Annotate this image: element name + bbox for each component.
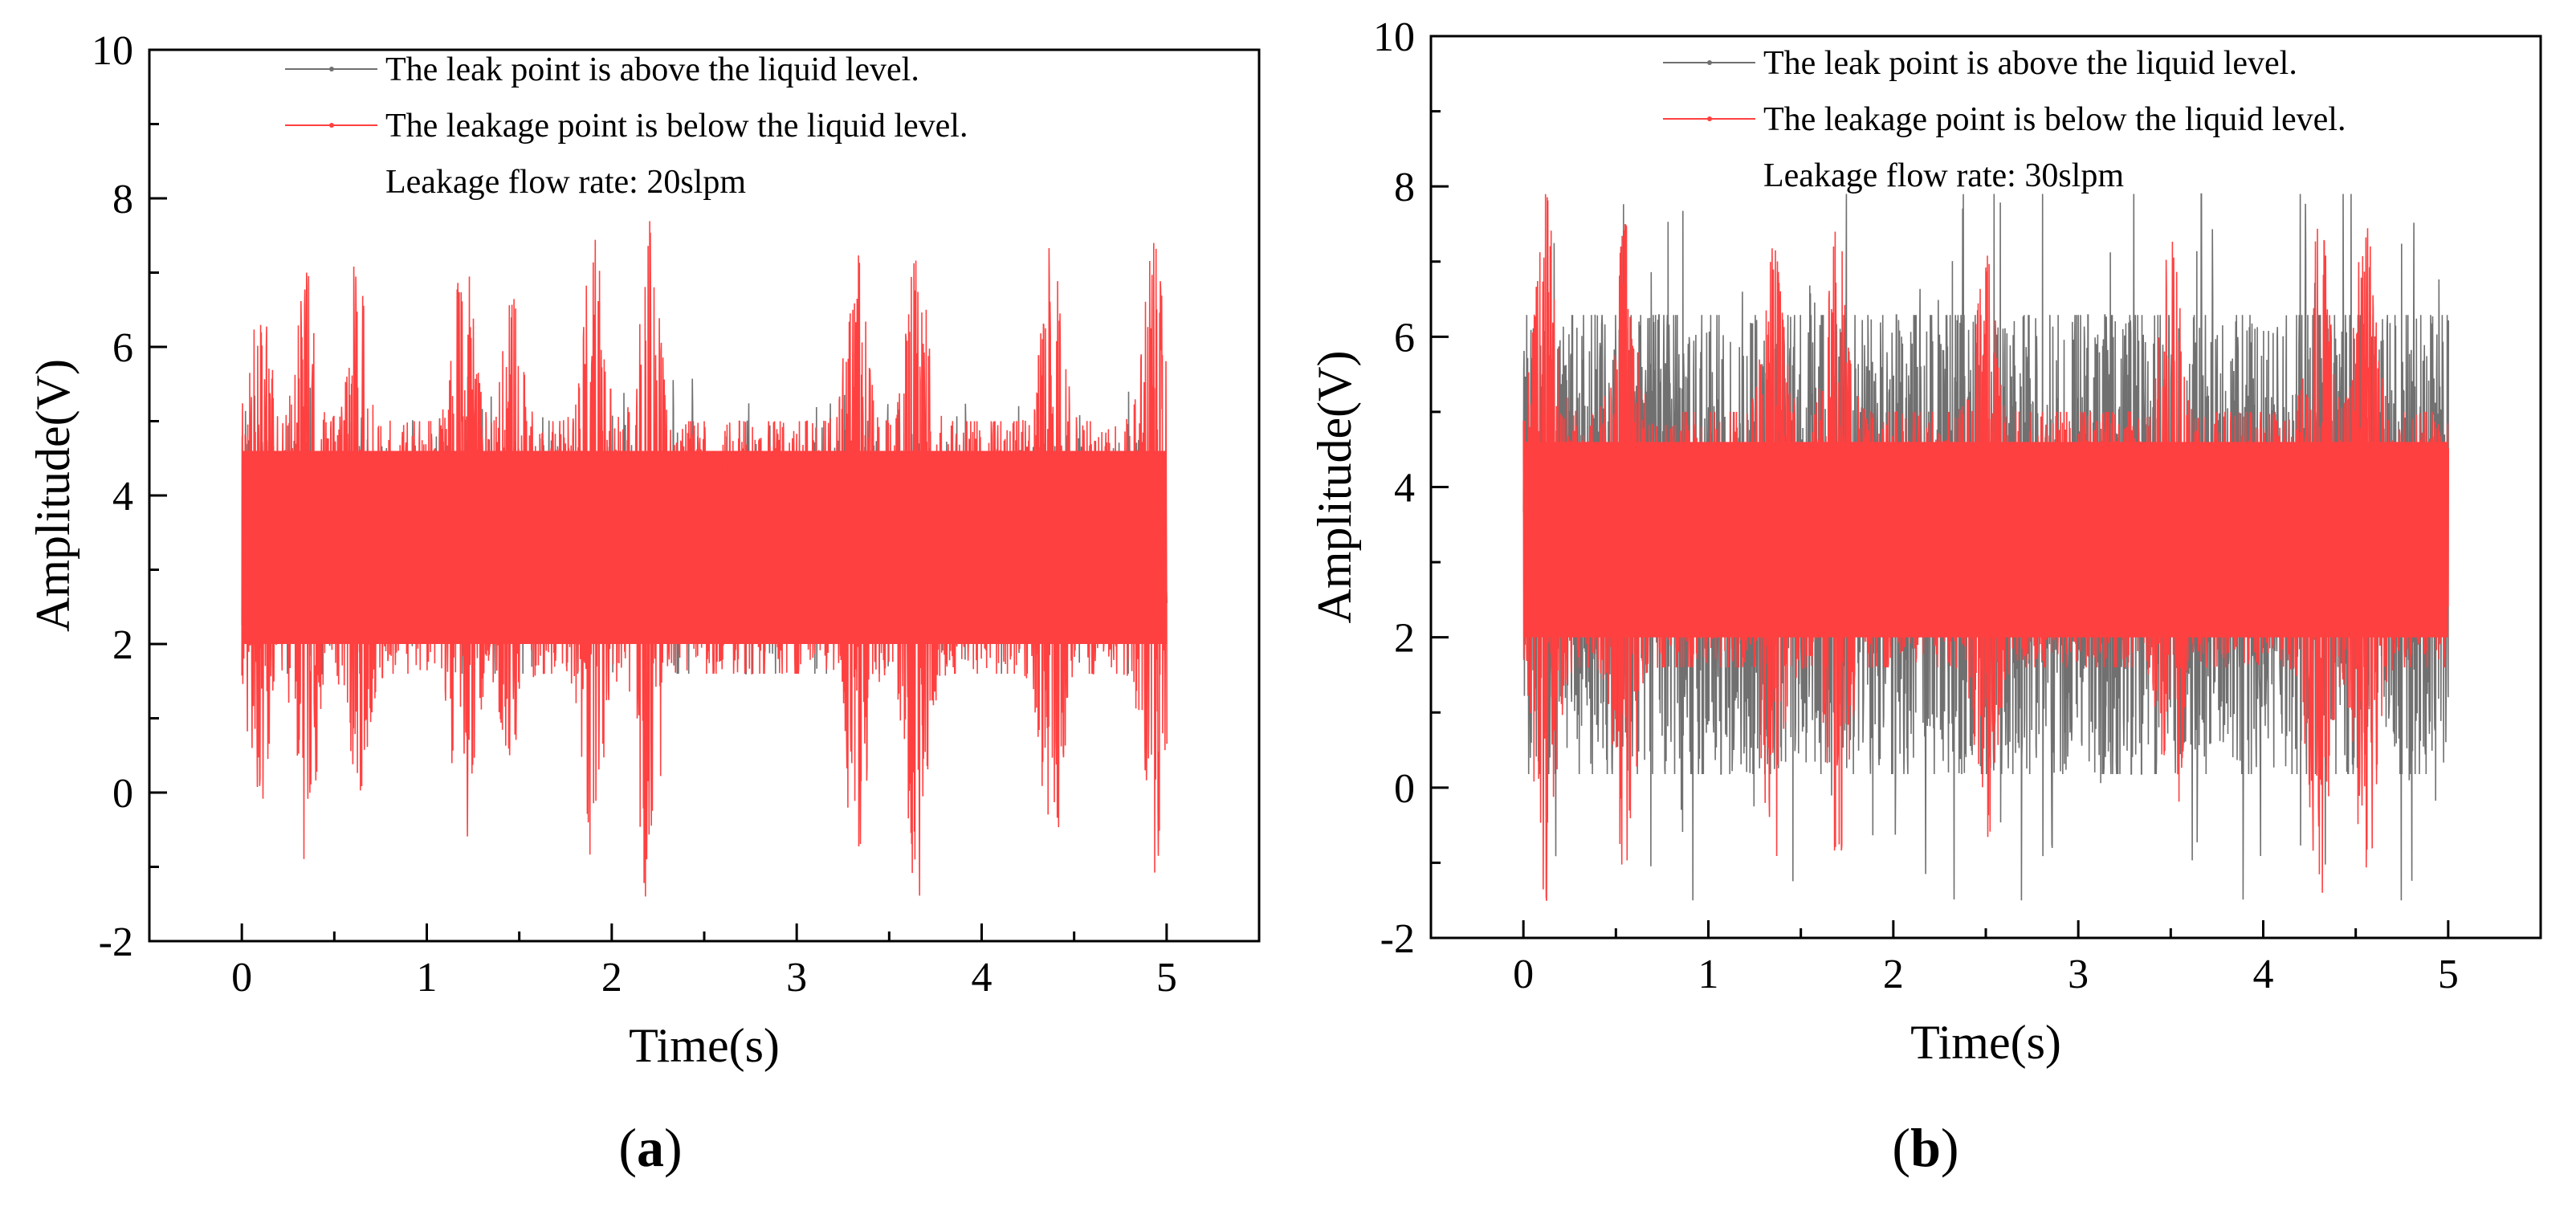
y-tick-label: 8 [112, 177, 133, 222]
legend-entry: The leak point is above the liquid level… [385, 51, 919, 88]
series-line-below [1522, 194, 2449, 901]
panel-b: 0 1 2 3 4 5 -2 0 2 4 6 8 10 Time(s) Amplitude(V) The le… [1308, 14, 2542, 1178]
x-tick-label: 3 [786, 955, 807, 1001]
y-tick-label: 10 [1373, 14, 1415, 60]
x-axis-title: Time(s) [1910, 1016, 2061, 1069]
x-tick-label: 4 [2253, 952, 2274, 997]
plot-area [1522, 193, 2449, 901]
x-tick-label: 3 [2068, 952, 2089, 997]
x-tick-label: 1 [1698, 952, 1719, 997]
legend-entry: The leakage point is below the liquid le… [385, 108, 968, 145]
y-tick-label: 2 [1394, 616, 1415, 662]
y-tick-label: 2 [112, 622, 133, 668]
panel-label: (a) [618, 1117, 682, 1178]
y-tick-label: 6 [1394, 315, 1415, 361]
x-tick-label: 4 [972, 955, 992, 1001]
legend: The leak point is above the liquid level… [1663, 45, 2346, 194]
y-tick-label: -2 [1380, 916, 1415, 962]
panel-label: (b) [1892, 1117, 1958, 1178]
x-tick-label: 5 [1156, 955, 1177, 1001]
x-tick-label: 5 [2438, 952, 2459, 997]
x-tick-label: 0 [231, 955, 252, 1001]
legend-entry: The leak point is above the liquid level… [1763, 45, 2297, 82]
plot-area [241, 221, 1168, 897]
y-tick-label: 4 [1394, 466, 1415, 512]
x-axis-title: Time(s) [629, 1019, 780, 1072]
legend-marker [329, 123, 334, 128]
x-tick-label: 0 [1513, 952, 1534, 997]
y-axis-title: Amplitude(V) [1308, 351, 1361, 624]
panel-a: 0 1 2 3 4 5 -2 0 2 4 6 8 10 Time(s) Amplitude(V) The le… [26, 28, 1261, 1178]
y-tick-label: 0 [1394, 766, 1415, 812]
legend-marker [329, 67, 334, 71]
x-tick-label: 2 [601, 955, 622, 1001]
series-line-below [241, 221, 1168, 897]
y-axis-title: Amplitude(V) [26, 359, 79, 632]
x-tick-label: 1 [417, 955, 438, 1001]
y-tick-label: 8 [1394, 165, 1415, 210]
legend-marker [1707, 60, 1712, 65]
y-tick-label: -2 [99, 919, 133, 965]
legend: The leak point is above the liquid level… [285, 51, 968, 201]
legend-note: Leakage flow rate: 20slpm [385, 164, 746, 201]
legend-marker [1707, 116, 1712, 121]
y-tick-label: 4 [112, 474, 133, 520]
legend-entry: The leakage point is below the liquid le… [1763, 101, 2346, 138]
y-tick-label: 6 [112, 325, 133, 371]
y-tick-label: 0 [112, 771, 133, 817]
x-tick-label: 2 [1883, 952, 1904, 997]
legend-note: Leakage flow rate: 30slpm [1763, 157, 2124, 194]
y-tick-label: 10 [92, 28, 133, 74]
